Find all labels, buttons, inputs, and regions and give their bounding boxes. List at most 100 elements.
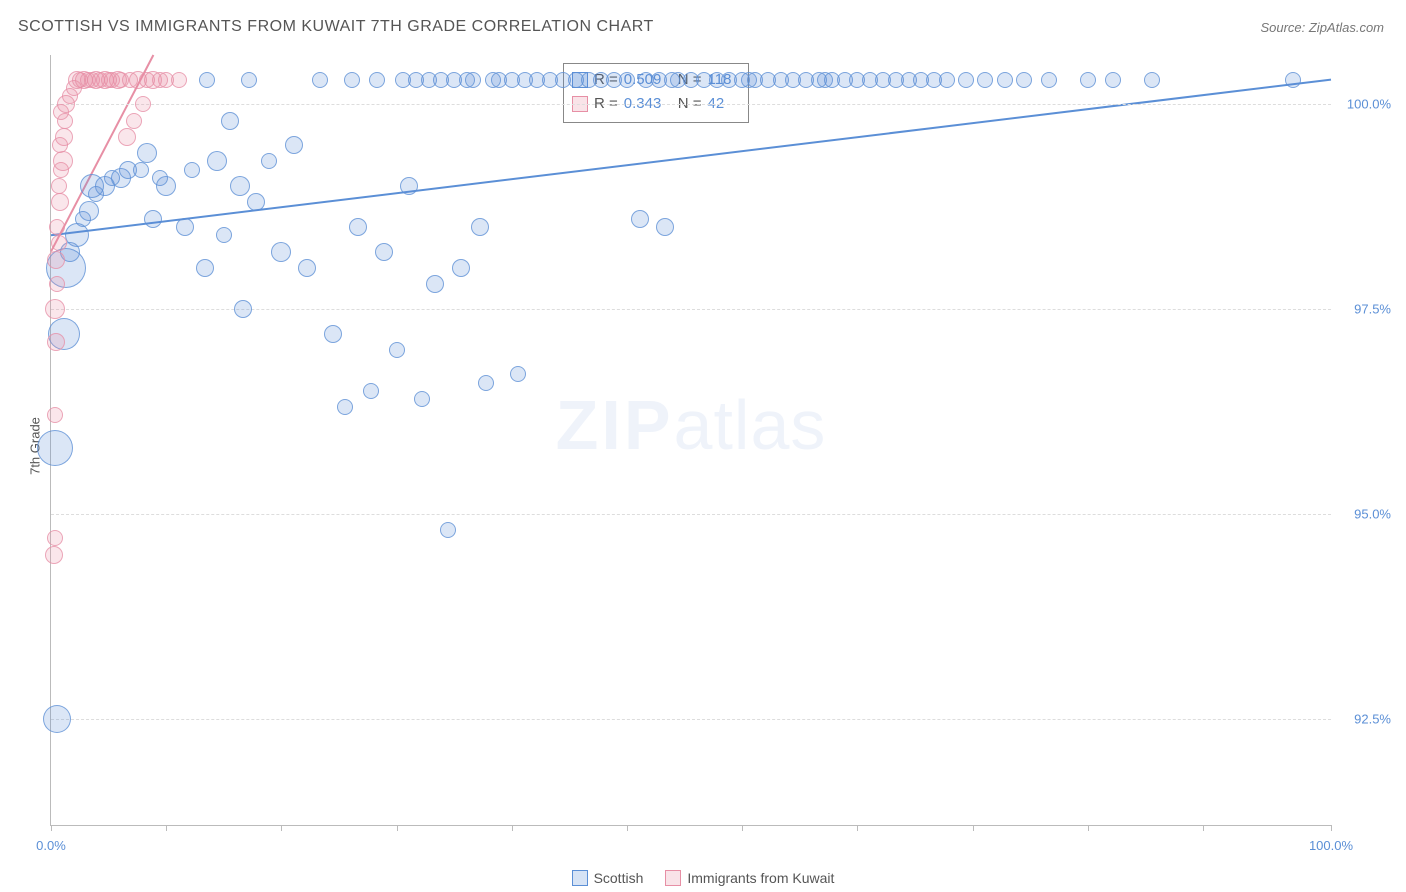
data-point xyxy=(47,407,63,423)
data-point xyxy=(271,242,291,262)
data-point xyxy=(135,96,151,112)
data-point xyxy=(171,72,187,88)
x-tick-label: 100.0% xyxy=(1309,838,1353,853)
y-tick-label: 97.5% xyxy=(1341,301,1391,316)
source-attribution: Source: ZipAtlas.com xyxy=(1260,20,1384,35)
data-point xyxy=(344,72,360,88)
data-point xyxy=(199,72,215,88)
chart-title: SCOTTISH VS IMMIGRANTS FROM KUWAIT 7TH G… xyxy=(18,18,654,36)
legend-swatch xyxy=(572,870,588,886)
data-point xyxy=(369,72,385,88)
data-point xyxy=(45,546,63,564)
data-point xyxy=(478,375,494,391)
x-tick xyxy=(1088,825,1089,831)
data-point xyxy=(337,399,353,415)
data-point xyxy=(216,227,232,243)
data-point xyxy=(184,162,200,178)
data-point xyxy=(51,235,67,251)
data-point xyxy=(312,72,328,88)
x-tick-label: 0.0% xyxy=(36,838,66,853)
data-point xyxy=(958,72,974,88)
data-point xyxy=(619,72,635,88)
data-point xyxy=(631,210,649,228)
legend-item: Immigrants from Kuwait xyxy=(665,870,834,886)
data-point xyxy=(144,210,162,228)
data-point xyxy=(465,72,481,88)
data-point xyxy=(656,218,674,236)
x-tick xyxy=(742,825,743,831)
data-point xyxy=(126,113,142,129)
data-point xyxy=(1041,72,1057,88)
data-point xyxy=(49,276,65,292)
data-point xyxy=(51,193,69,211)
data-point xyxy=(414,391,430,407)
data-point xyxy=(47,530,63,546)
data-point xyxy=(37,430,73,466)
x-tick xyxy=(627,825,628,831)
data-point xyxy=(1016,72,1032,88)
data-point xyxy=(939,72,955,88)
data-point xyxy=(1105,72,1121,88)
data-point xyxy=(49,219,65,235)
data-point xyxy=(363,383,379,399)
data-point xyxy=(133,162,149,178)
data-point xyxy=(997,72,1013,88)
x-tick xyxy=(397,825,398,831)
data-point xyxy=(137,143,157,163)
x-tick xyxy=(51,825,52,831)
legend-swatch xyxy=(665,870,681,886)
gridline xyxy=(51,719,1331,720)
gridline xyxy=(51,514,1331,515)
data-point xyxy=(298,259,316,277)
trend-lines-svg xyxy=(51,55,1331,825)
data-point xyxy=(452,259,470,277)
legend-label: Scottish xyxy=(594,870,644,886)
data-point xyxy=(196,259,214,277)
data-point xyxy=(230,176,250,196)
data-point xyxy=(79,201,99,221)
x-tick xyxy=(1331,825,1332,831)
data-point xyxy=(118,128,136,146)
legend-label: Immigrants from Kuwait xyxy=(687,870,834,886)
data-point xyxy=(221,112,239,130)
data-point xyxy=(47,333,65,351)
plot-area: ZIPatlas R =0.509N =118R =0.343N =42 92.… xyxy=(50,55,1331,826)
y-tick-label: 92.5% xyxy=(1341,711,1391,726)
legend-bottom: Scottish Immigrants from Kuwait xyxy=(0,870,1406,886)
x-tick xyxy=(281,825,282,831)
data-point xyxy=(247,193,265,211)
chart-container: SCOTTISH VS IMMIGRANTS FROM KUWAIT 7TH G… xyxy=(0,0,1406,892)
data-point xyxy=(43,705,71,733)
data-point xyxy=(65,223,89,247)
data-point xyxy=(45,299,65,319)
data-point xyxy=(349,218,367,236)
data-point xyxy=(324,325,342,343)
data-point xyxy=(375,243,393,261)
data-point xyxy=(510,366,526,382)
data-point xyxy=(55,128,73,146)
data-point xyxy=(51,178,67,194)
data-point xyxy=(156,176,176,196)
legend-item: Scottish xyxy=(572,870,644,886)
data-point xyxy=(440,522,456,538)
data-point xyxy=(389,342,405,358)
data-point xyxy=(47,251,65,269)
data-point xyxy=(285,136,303,154)
x-tick xyxy=(1203,825,1204,831)
data-point xyxy=(1285,72,1301,88)
data-point xyxy=(176,218,194,236)
data-point xyxy=(1080,72,1096,88)
data-point xyxy=(53,151,73,171)
x-tick xyxy=(166,825,167,831)
data-point xyxy=(471,218,489,236)
data-point xyxy=(261,153,277,169)
x-tick xyxy=(512,825,513,831)
data-point xyxy=(234,300,252,318)
data-point xyxy=(426,275,444,293)
data-point xyxy=(1144,72,1160,88)
data-point xyxy=(207,151,227,171)
y-tick-label: 100.0% xyxy=(1341,97,1391,112)
gridline xyxy=(51,104,1331,105)
x-tick xyxy=(857,825,858,831)
data-point xyxy=(241,72,257,88)
